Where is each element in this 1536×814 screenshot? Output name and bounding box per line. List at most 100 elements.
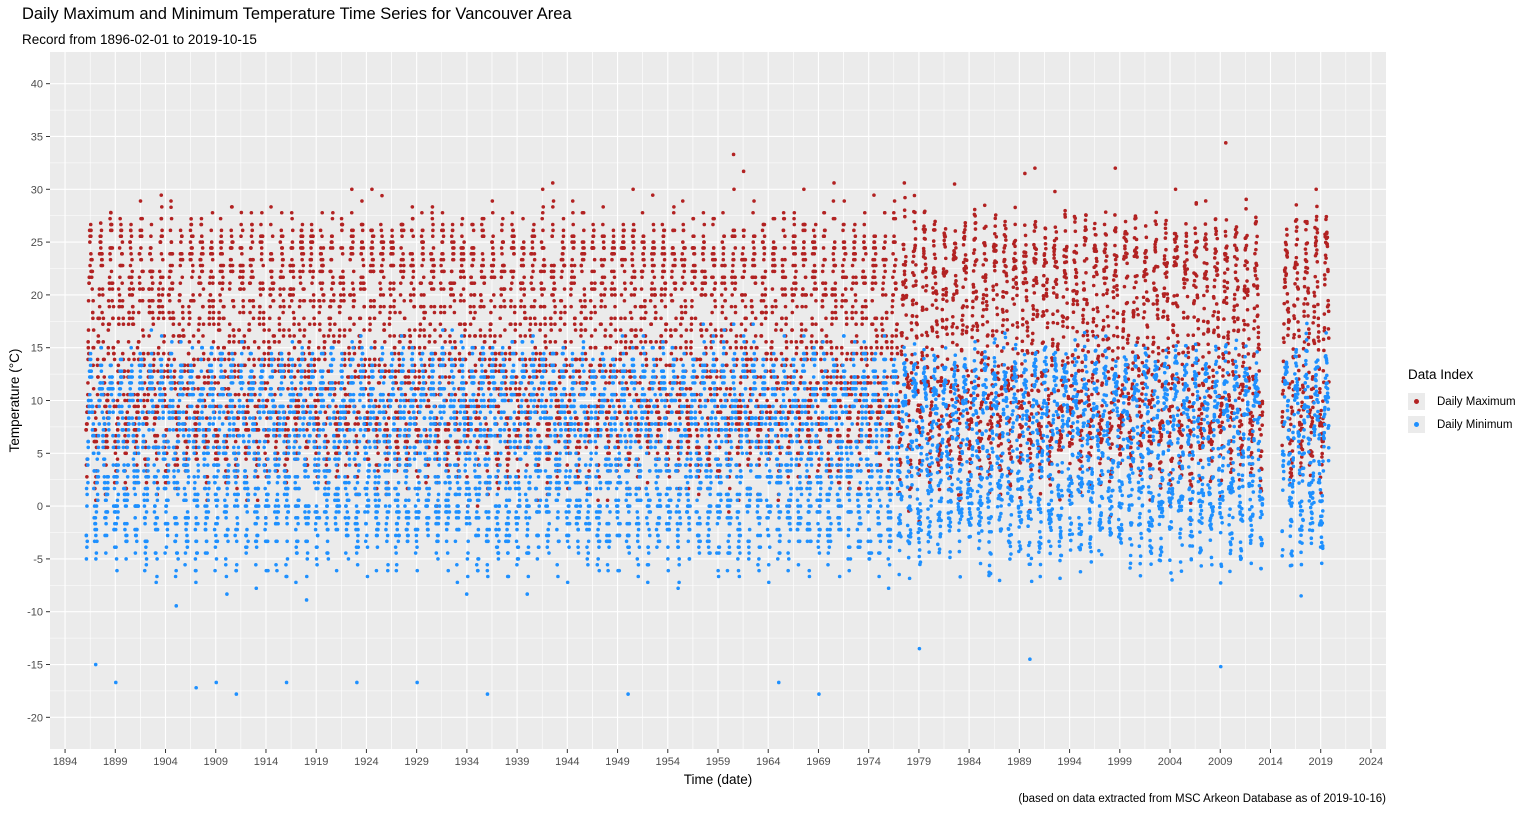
- point-daily-maximum: [158, 298, 163, 303]
- point-daily-maximum: [863, 275, 867, 280]
- point-daily-maximum: [226, 410, 230, 415]
- point-daily-maximum: [816, 416, 821, 420]
- point-daily-maximum: [668, 422, 672, 426]
- point-daily-maximum: [433, 328, 437, 332]
- point-daily-maximum: [160, 304, 165, 309]
- point-daily-maximum: [298, 328, 302, 332]
- point-daily-maximum: [733, 287, 737, 291]
- point-daily-maximum: [338, 281, 342, 285]
- point-daily-maximum: [583, 304, 587, 309]
- point-daily-maximum: [186, 363, 190, 368]
- point-daily-maximum: [801, 287, 805, 291]
- point-daily-maximum: [730, 293, 734, 297]
- point-daily-maximum: [838, 398, 842, 403]
- point-daily-maximum: [664, 328, 668, 332]
- point-daily-maximum: [655, 433, 660, 438]
- point-daily-maximum: [194, 445, 199, 450]
- point-daily-maximum: [249, 234, 254, 239]
- point-daily-maximum: [832, 216, 837, 221]
- point-daily-maximum: [150, 287, 154, 291]
- point-daily-maximum: [91, 298, 95, 303]
- point-daily-maximum: [172, 369, 177, 373]
- point-daily-maximum: [642, 316, 647, 321]
- point-daily-maximum: [829, 340, 833, 344]
- point-daily-maximum: [718, 410, 723, 415]
- point-daily-maximum: [161, 275, 165, 280]
- point-daily-maximum: [482, 304, 486, 309]
- point-daily-maximum: [139, 228, 144, 233]
- point-daily-maximum: [669, 351, 674, 356]
- point-daily-maximum: [252, 357, 256, 362]
- point-daily-maximum: [779, 428, 783, 432]
- point-daily-maximum: [584, 428, 589, 432]
- point-daily-maximum: [648, 340, 653, 344]
- point-daily-maximum: [319, 252, 324, 256]
- point-daily-maximum: [196, 357, 200, 362]
- point-daily-maximum: [489, 322, 493, 327]
- point-daily-maximum: [732, 228, 737, 233]
- point-daily-maximum: [610, 257, 614, 262]
- point-daily-maximum: [335, 410, 340, 415]
- point-daily-maximum: [753, 316, 758, 321]
- point-daily-maximum: [398, 310, 402, 315]
- point-daily-maximum: [156, 369, 160, 373]
- point-daily-maximum: [247, 357, 251, 362]
- point-daily-maximum: [258, 310, 262, 315]
- point-daily-maximum: [531, 269, 535, 274]
- point-daily-maximum: [782, 216, 787, 221]
- point-daily-maximum: [823, 287, 828, 291]
- point-daily-maximum: [514, 375, 519, 379]
- point-daily-maximum: [402, 263, 406, 268]
- point-daily-maximum: [719, 334, 724, 338]
- point-daily-maximum: [522, 304, 527, 309]
- point-daily-maximum: [97, 293, 102, 297]
- point-daily-maximum: [116, 416, 120, 420]
- point-daily-maximum: [778, 451, 782, 456]
- point-daily-maximum: [862, 240, 866, 244]
- point-daily-maximum: [431, 269, 436, 274]
- point-daily-maximum: [516, 469, 521, 473]
- point-daily-maximum: [323, 410, 328, 415]
- point-daily-maximum: [502, 287, 507, 291]
- point-daily-maximum: [473, 369, 478, 373]
- point-daily-maximum: [392, 298, 397, 303]
- point-daily-maximum: [113, 451, 118, 456]
- point-daily-maximum: [509, 322, 513, 327]
- point-daily-maximum: [537, 369, 542, 373]
- point-daily-maximum: [784, 316, 789, 321]
- point-daily-maximum: [820, 269, 825, 274]
- point-daily-maximum: [680, 310, 684, 315]
- point-daily-maximum: [599, 322, 603, 327]
- point-daily-maximum: [294, 422, 298, 426]
- point-daily-maximum: [237, 328, 242, 332]
- point-daily-maximum: [896, 381, 900, 385]
- point-daily-maximum: [556, 439, 561, 444]
- point-daily-maximum: [378, 310, 382, 315]
- point-daily-maximum: [680, 252, 685, 256]
- point-daily-maximum: [156, 351, 161, 356]
- point-daily-maximum: [641, 234, 646, 239]
- point-daily-maximum: [471, 222, 475, 227]
- point-daily-maximum: [107, 287, 112, 291]
- point-daily-maximum: [662, 252, 667, 256]
- point-daily-maximum: [501, 240, 505, 244]
- point-daily-maximum: [803, 257, 808, 262]
- point-daily-maximum: [884, 316, 889, 321]
- point-daily-maximum: [627, 428, 631, 432]
- point-daily-maximum: [398, 281, 403, 285]
- point-daily-maximum: [684, 345, 688, 350]
- point-daily-maximum: [123, 433, 127, 438]
- point-daily-maximum: [365, 410, 370, 415]
- point-daily-maximum: [207, 298, 212, 303]
- point-daily-maximum: [857, 451, 862, 456]
- point-daily-maximum: [692, 246, 697, 250]
- point-daily-maximum: [577, 369, 581, 373]
- point-daily-maximum: [599, 304, 603, 309]
- point-daily-maximum: [170, 263, 175, 268]
- point-daily-maximum: [652, 263, 656, 268]
- point-daily-maximum: [326, 451, 330, 456]
- point-daily-maximum: [872, 269, 876, 274]
- point-daily-maximum: [894, 257, 898, 262]
- point-daily-maximum: [749, 345, 754, 350]
- point-daily-maximum: [544, 345, 548, 350]
